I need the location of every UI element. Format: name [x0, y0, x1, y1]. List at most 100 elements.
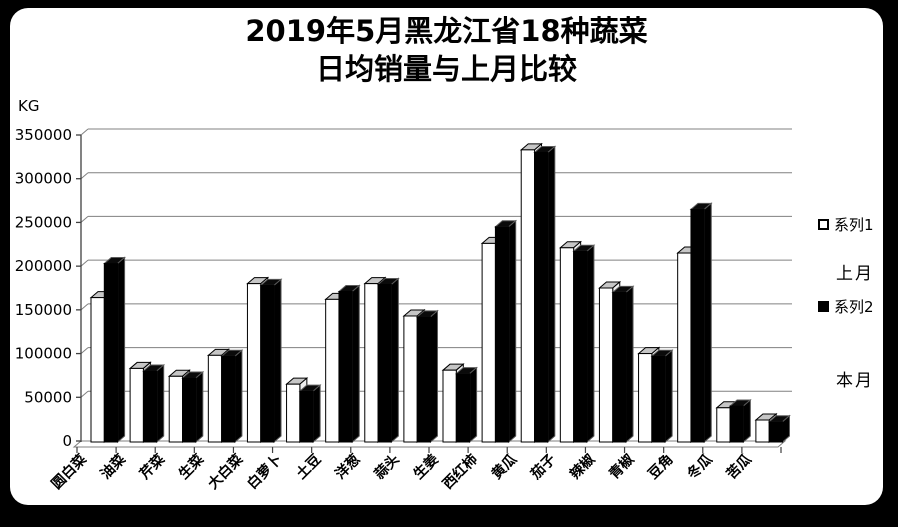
gridline-slant: [80, 216, 89, 223]
y-axis-unit-label: KG: [18, 97, 40, 115]
series1-annotation-last-month: 上月: [836, 264, 874, 284]
x-category-label: 芹菜: [136, 450, 169, 483]
bar-side-face: [312, 384, 321, 444]
x-category-label: 圆白菜: [48, 450, 90, 492]
bar-front-face: [364, 283, 379, 443]
bar-front-face: [442, 369, 457, 443]
y-tick-label: 150000: [15, 301, 72, 319]
bar-front-face: [598, 287, 614, 443]
y-tick-label: 100000: [15, 345, 72, 363]
bar-front-face: [325, 298, 340, 443]
gridline-slant: [80, 390, 89, 398]
bar-front-face: [338, 290, 353, 443]
bar-side-face: [390, 277, 399, 444]
bar-front-face: [573, 250, 588, 443]
series1-legend-label: 系列1: [834, 216, 874, 234]
bar-front-face: [90, 297, 105, 443]
y-tick-label: 250000: [15, 213, 72, 231]
bar-side-face: [469, 366, 478, 444]
bar-front-face: [377, 284, 392, 443]
bar-side-face: [351, 284, 360, 444]
bar-front-face: [690, 208, 705, 443]
bar-side-face: [703, 202, 712, 444]
bar-front-face: [716, 407, 731, 443]
chart-title-line2: 日均销量与上月比较: [315, 52, 577, 86]
bar-side-face: [156, 363, 165, 444]
bar-front-face: [299, 390, 314, 443]
bar-front-face: [612, 291, 627, 443]
bar-side-face: [547, 145, 556, 444]
series2-legend-marker-icon: [818, 301, 829, 312]
x-category-label: 洋葱: [332, 451, 364, 483]
y-tick-label: 300000: [15, 170, 72, 188]
bar-side-face: [508, 219, 517, 444]
bar-side-face: [664, 349, 673, 444]
bar-side-face: [742, 398, 751, 444]
legend-item-series2: 系列2: [818, 296, 874, 317]
bar-front-face: [416, 316, 431, 443]
x-category-label: 黄瓜: [488, 451, 520, 483]
gridline-slant: [80, 303, 89, 311]
bar-front-face: [246, 283, 262, 443]
bar-side-face: [273, 278, 282, 444]
gridline-slant: [80, 172, 89, 180]
chart-title: 2019年5月黑龙江省18种蔬菜 日均销量与上月比较: [10, 12, 883, 88]
x-category-label: 油菜: [97, 450, 130, 483]
bar-front-face: [103, 263, 119, 443]
bar-side-face: [117, 256, 126, 444]
x-category-label: 苦瓜: [723, 451, 755, 483]
bar-front-face: [534, 151, 549, 443]
x-category-label: 白萝卜: [244, 451, 286, 493]
x-category-label: 土豆: [293, 451, 325, 483]
bar-front-face: [729, 405, 744, 443]
bar-side-face: [195, 370, 204, 444]
bar-side-face: [586, 244, 595, 444]
x-category-label: 生菜: [175, 450, 208, 483]
series2-legend-label: 系列2: [834, 298, 874, 316]
x-category-label: 大白菜: [205, 450, 247, 492]
bar-side-face: [234, 349, 243, 444]
bar-front-face: [129, 367, 144, 443]
x-category-label: 青椒: [606, 451, 638, 483]
bar-side-face: [429, 309, 438, 444]
series2-annotation-this-month: 本月: [836, 371, 874, 391]
bar-front-face: [455, 373, 471, 443]
x-category-label: 冬瓜: [684, 451, 716, 483]
x-category-label: 豆角: [645, 451, 677, 483]
bar-front-face: [651, 355, 666, 443]
bar-front-face: [481, 242, 496, 443]
gridline-slant: [80, 347, 89, 354]
y-tick-label: 200000: [15, 257, 72, 275]
series1-legend-marker-icon: [818, 219, 829, 230]
x-category-label: 蒜头: [371, 451, 403, 483]
bar-front-face: [520, 149, 536, 443]
gridline-slant: [80, 128, 89, 136]
x-category-label: 辣椒: [566, 451, 598, 483]
y-tick-label: 50000: [24, 388, 72, 406]
x-category-label: 生姜: [410, 451, 442, 483]
y-tick-label: 0: [62, 432, 72, 450]
bar-front-face: [142, 370, 158, 443]
bar-front-face: [286, 383, 301, 443]
y-tick-label: 350000: [15, 126, 72, 144]
bar-front-face: [755, 419, 770, 443]
bar-front-face: [638, 353, 653, 443]
legend-item-series1: 系列1: [818, 214, 874, 235]
bar-front-face: [260, 284, 275, 443]
bar-front-face: [168, 375, 184, 443]
bar-front-face: [494, 226, 510, 443]
bar-front-face: [677, 252, 692, 443]
gridline-slant: [80, 259, 89, 267]
x-category-label: 茄子: [527, 451, 560, 484]
bar-front-face: [182, 377, 197, 443]
bar-side-face: [625, 285, 634, 444]
bar-front-face: [403, 315, 418, 443]
bar-front-face: [559, 247, 575, 443]
x-category-label: 西红柿: [439, 451, 481, 493]
chart-title-line1: 2019年5月黑龙江省18种蔬菜: [245, 14, 648, 48]
bar-front-face: [207, 354, 223, 443]
bar-front-face: [768, 421, 783, 443]
bar-front-face: [221, 355, 236, 443]
